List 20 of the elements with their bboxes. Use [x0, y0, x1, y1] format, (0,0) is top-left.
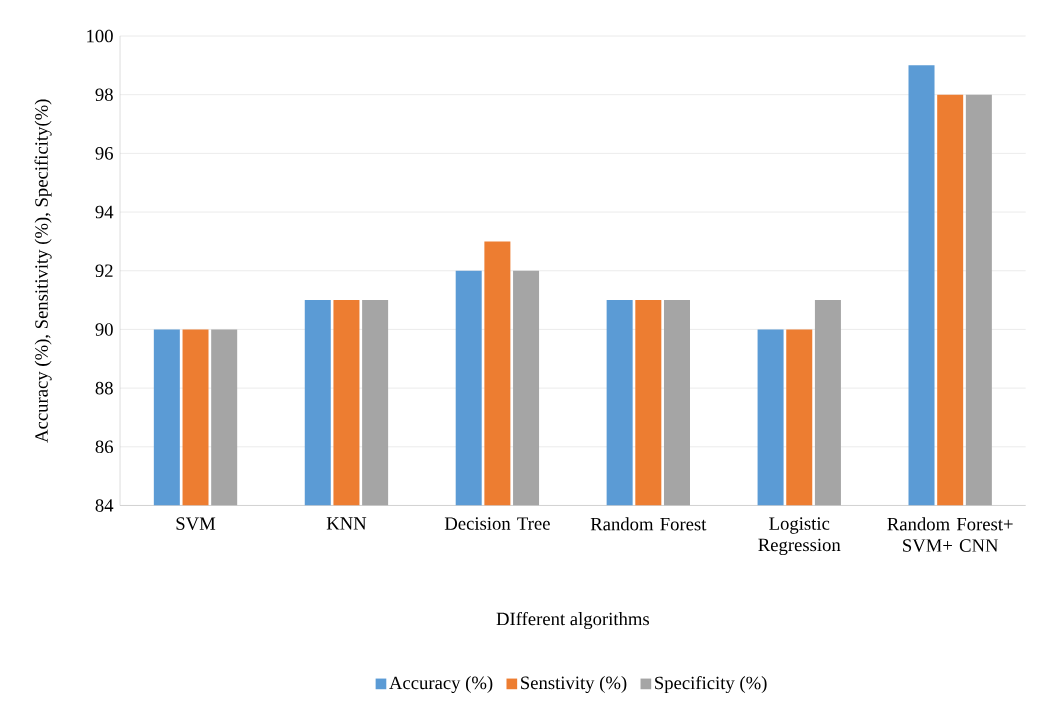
- legend-label: Accuracy (%): [389, 676, 493, 694]
- y-tick-label: 94: [95, 205, 114, 219]
- x-tick-label: Random Forest+ SVM+ CNN: [887, 517, 1013, 552]
- legend-label: Specificity (%): [655, 675, 767, 694]
- y-tick-label: 90: [95, 323, 113, 336]
- x-tick-label: Logistic Regression: [758, 517, 841, 556]
- y-tick-label: 100: [87, 29, 113, 43]
- x-axis-title: DIfferent algorithms: [496, 611, 649, 630]
- x-tick-label: Random Forest: [590, 517, 707, 531]
- y-tick-label: 88: [95, 381, 113, 395]
- y-tick-label: 84: [95, 499, 114, 512]
- y-tick-label: 96: [95, 147, 113, 160]
- y-tick-label: 86: [95, 440, 113, 454]
- legend-label: Senstivity (%): [521, 676, 627, 694]
- x-tick-label: SVM: [176, 517, 216, 531]
- x-tick-label: Decision Tree: [444, 517, 550, 530]
- y-tick-label: 98: [95, 88, 113, 102]
- y-tick-label: 92: [95, 264, 113, 278]
- y-axis-title: Accuracy (%), Sensitivity (%), Specificity(%): [34, 99, 52, 443]
- x-tick-label: KNN: [326, 517, 367, 530]
